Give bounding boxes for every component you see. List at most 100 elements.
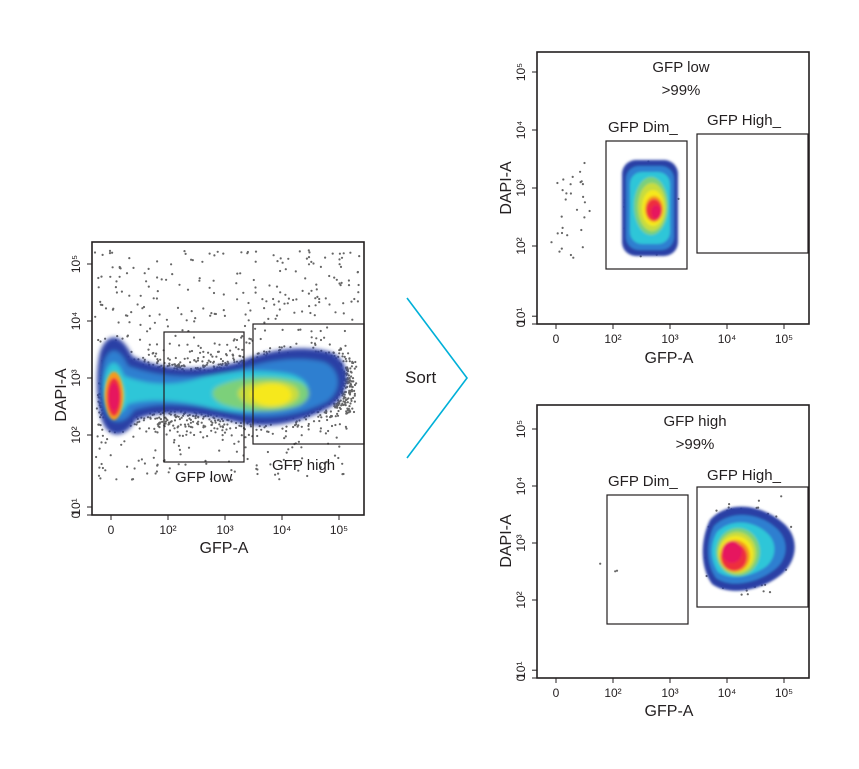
event-dot	[97, 276, 100, 280]
event-dot	[104, 307, 108, 310]
event-dot	[201, 260, 204, 263]
event-dot	[217, 419, 220, 422]
event-dot	[248, 337, 251, 340]
event-dot	[147, 267, 150, 270]
event-dot	[258, 425, 261, 428]
event-dot	[219, 420, 222, 423]
event-dot	[191, 426, 194, 429]
event-dot	[274, 473, 277, 476]
event-dot	[188, 417, 191, 420]
event-dot	[197, 420, 200, 423]
event-dot	[172, 424, 175, 427]
event-dot	[244, 313, 247, 316]
gate-gfp-low[interactable]	[163, 331, 245, 463]
event-dot	[165, 278, 168, 281]
event-dot	[139, 294, 142, 297]
event-dot	[174, 365, 177, 368]
plot-frame	[536, 404, 810, 679]
plot-sorted-gfp-low: GFP low >99% GFP Dim_ GFP High_ 0 10² 10³ 1…	[498, 51, 810, 367]
event-dot	[118, 275, 121, 278]
gate-label-gfp-low: GFP low	[175, 469, 232, 486]
event-dot	[353, 367, 356, 370]
event-dot	[318, 297, 321, 301]
event-dot	[100, 441, 103, 444]
event-dot	[350, 380, 353, 383]
event-dot	[223, 423, 226, 426]
event-dot	[556, 181, 559, 185]
event-dot	[319, 430, 322, 433]
event-dot	[210, 312, 213, 315]
y-axis-title: DAPI-A	[498, 161, 515, 215]
event-dot	[356, 270, 359, 274]
event-dot	[256, 472, 259, 476]
event-dot	[351, 377, 355, 380]
gate-gfp-high[interactable]	[252, 323, 365, 445]
event-dot	[178, 366, 181, 369]
event-dot	[147, 285, 150, 288]
y-tick-label: 10⁵	[69, 255, 83, 273]
event-dot	[295, 298, 298, 301]
event-dot	[338, 445, 341, 448]
event-dot	[195, 414, 198, 417]
event-dot	[178, 418, 181, 421]
event-dot	[344, 344, 347, 347]
event-dot	[346, 366, 349, 369]
event-dot	[339, 284, 342, 287]
event-dot	[354, 360, 357, 364]
event-dot	[212, 361, 215, 364]
event-dot	[254, 250, 258, 253]
event-dot	[301, 289, 304, 292]
event-dot	[172, 441, 176, 444]
event-dot	[178, 344, 181, 347]
event-dot	[314, 297, 317, 300]
event-dot	[154, 449, 157, 452]
event-dot	[215, 355, 218, 358]
density-level-9	[109, 383, 119, 411]
event-dot	[156, 361, 159, 364]
event-dot	[357, 283, 360, 287]
event-dot	[195, 360, 198, 363]
event-dot	[202, 436, 205, 439]
event-dot	[319, 329, 322, 333]
event-dot	[314, 343, 317, 346]
event-dot	[139, 323, 142, 326]
event-dot	[123, 440, 126, 443]
event-dot	[121, 337, 124, 340]
event-dot	[746, 593, 749, 596]
event-dot	[225, 353, 228, 356]
event-dot	[141, 307, 144, 310]
event-dot	[168, 467, 171, 470]
event-dot	[155, 297, 158, 300]
event-dot	[345, 412, 348, 415]
event-dot	[120, 443, 123, 446]
event-dot	[273, 303, 276, 306]
event-dot	[115, 280, 118, 283]
event-dot	[284, 268, 287, 271]
gate-gfp-high[interactable]	[696, 133, 809, 254]
event-dot	[312, 420, 316, 423]
event-dot	[336, 406, 339, 409]
event-dot	[259, 337, 262, 341]
plot-title: GFP high	[663, 413, 726, 430]
gate-gfp-dim[interactable]	[605, 140, 688, 270]
event-dot	[218, 449, 221, 452]
event-dot	[348, 360, 351, 363]
event-dot	[147, 353, 150, 356]
event-dot	[254, 327, 257, 330]
event-dot	[198, 476, 202, 479]
event-dot	[338, 282, 341, 285]
event-dot	[95, 455, 98, 459]
event-dot	[206, 435, 209, 438]
event-dot	[343, 393, 346, 396]
event-dot	[308, 251, 311, 254]
event-dot	[583, 201, 587, 204]
event-dot	[740, 593, 743, 596]
event-dot	[142, 305, 146, 309]
x-tick-label: 0	[108, 523, 115, 537]
event-dot	[278, 346, 281, 349]
event-dot	[351, 385, 354, 389]
event-dot	[300, 446, 303, 449]
event-dot	[345, 427, 348, 430]
